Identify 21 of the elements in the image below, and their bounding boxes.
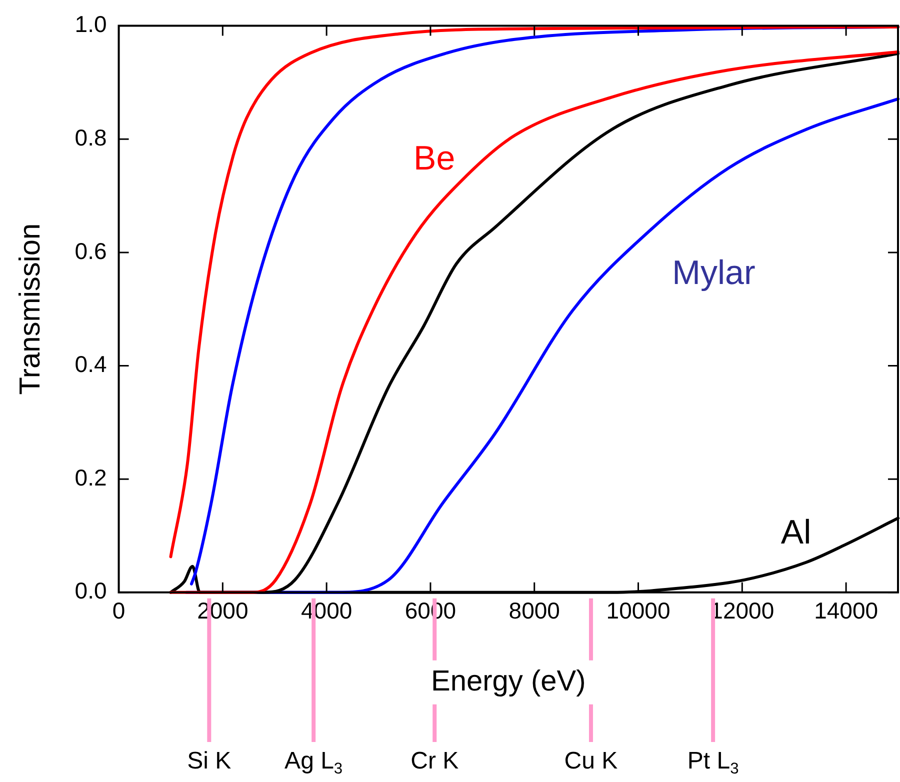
y-tick-label: 0.6	[74, 238, 107, 264]
x-axis-title: Energy (eV)	[431, 665, 586, 698]
x-tick-label: 14000	[814, 598, 878, 624]
x-tick-label: 8000	[508, 598, 560, 624]
ref-line-label: Cu K	[564, 748, 618, 775]
x-tick-label: 2000	[197, 598, 248, 624]
y-tick-label: 0.2	[74, 464, 107, 490]
y-tick-label: 0.4	[74, 351, 107, 378]
y-axis-title: Transmission	[14, 223, 46, 395]
y-tick-label: 0.0	[74, 578, 107, 604]
ref-line-label: Cr K	[410, 748, 459, 775]
series-label: Al	[780, 514, 812, 552]
x-tick-label: 12000	[710, 598, 774, 624]
series-label: Mylar	[672, 254, 756, 292]
x-tick-label: 4000	[300, 598, 352, 624]
x-tick-label: 0	[112, 598, 126, 624]
y-tick-label: 1.0	[74, 11, 107, 38]
series-label: Be	[414, 139, 456, 178]
x-tick-label: 10000	[606, 598, 670, 624]
y-tick-label: 0.8	[74, 124, 107, 150]
ref-line-label: Si K	[187, 748, 232, 775]
